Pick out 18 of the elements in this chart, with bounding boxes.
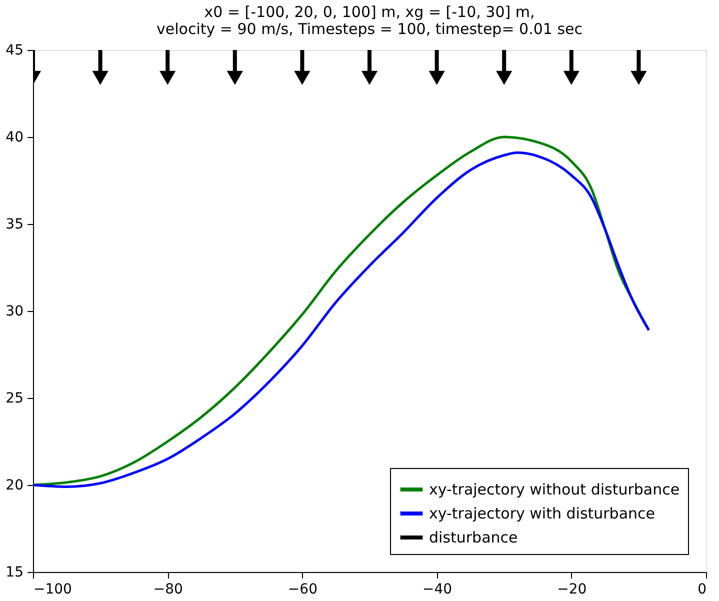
x-tick-label: −100: [34, 582, 72, 598]
x-tick-label: −40: [422, 582, 452, 598]
y-tick-label: 30: [6, 304, 24, 320]
x-tick-label: 0: [698, 582, 706, 598]
y-tick-label: 35: [6, 216, 24, 232]
text: velocity = 90 m/s, Timesteps = 100, timestep= 0.01 sec: [156, 20, 582, 38]
legend-label: xy-trajectory with disturbance: [429, 504, 656, 522]
y-tick-label: 25: [6, 390, 24, 406]
x-tick-label: −80: [153, 582, 183, 598]
y-tick-label: 45: [6, 42, 24, 58]
y-tick-label: 20: [6, 478, 24, 494]
x-tick-label: −20: [557, 582, 587, 598]
legend-label: disturbance: [429, 528, 518, 546]
x-tick-label: −60: [288, 582, 318, 598]
y-tick-label: 40: [6, 130, 24, 146]
text: x0 = [-100, 20, 0, 100] m, xg = [-10, 30] m,: [204, 3, 535, 21]
y-tick-label: 15: [6, 564, 24, 580]
legend-label: xy-trajectory without disturbance: [429, 480, 680, 498]
